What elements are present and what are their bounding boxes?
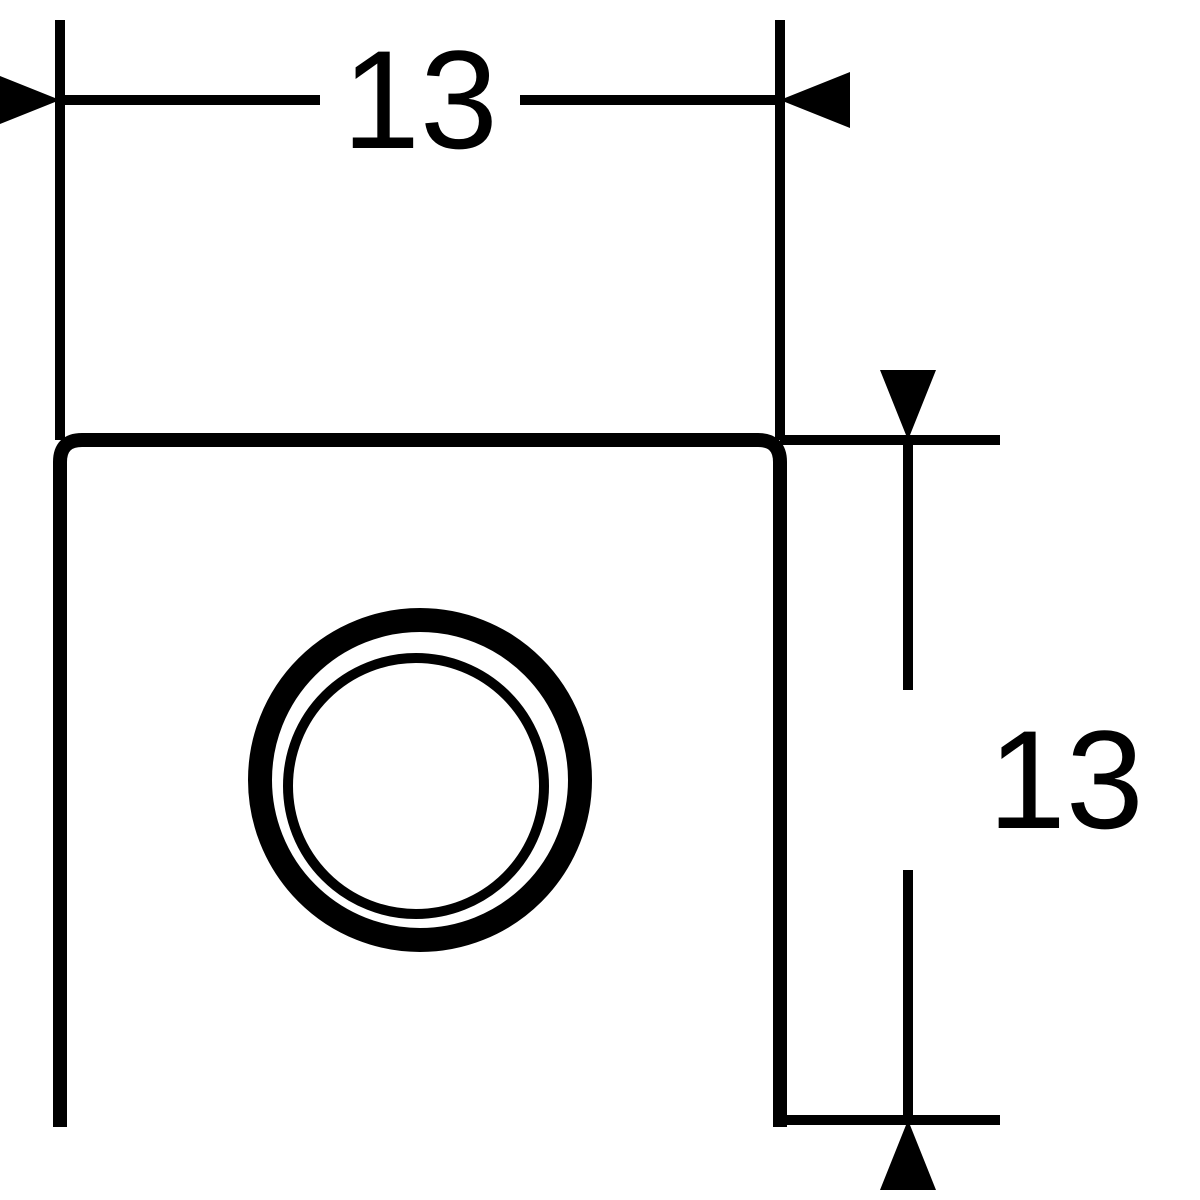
dimension-width: 13	[60, 20, 780, 440]
cover-plate	[60, 440, 780, 1120]
dimension-height-label: 13	[988, 701, 1144, 858]
flush-button	[260, 620, 580, 940]
dimension-width-label: 13	[342, 21, 498, 178]
dimension-drawing: 13 13	[0, 0, 1200, 1200]
dimension-height: 13	[780, 440, 1144, 1120]
